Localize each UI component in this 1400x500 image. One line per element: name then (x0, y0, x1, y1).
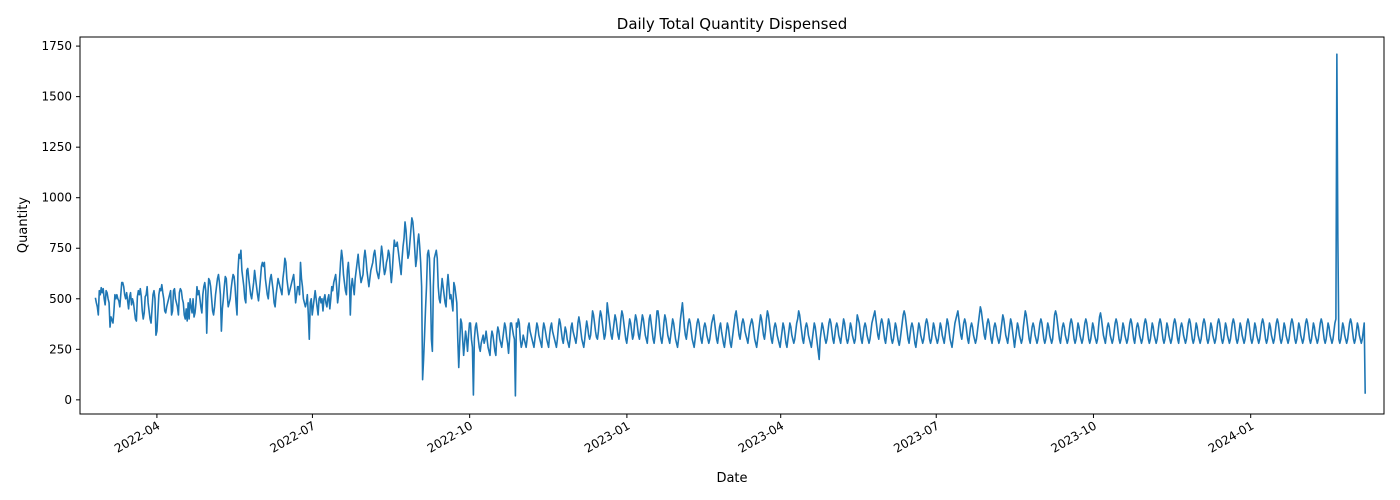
x-tick-label: 2023-07 (891, 418, 941, 455)
x-tick-label: 2022-07 (268, 418, 318, 455)
y-axis: 0 250 500 750 1000 1250 1500 1750 (41, 39, 80, 407)
x-axis: 2022-04 2022-07 2022-10 2023-01 2023-04 2023-… (112, 414, 1256, 456)
y-axis-label: Quantity (16, 197, 31, 253)
x-tick-label: 2023-04 (736, 418, 786, 455)
x-tick-label: 2023-01 (582, 418, 632, 455)
plot-frame (79, 36, 1385, 415)
x-tick-label: 2023-10 (1049, 418, 1099, 455)
y-tick-label: 1500 (41, 90, 72, 104)
x-tick-label: 2024-01 (1206, 418, 1256, 455)
x-axis-label: Date (716, 471, 747, 486)
y-tick-label: 250 (49, 342, 72, 356)
y-tick-label: 1250 (41, 140, 72, 154)
x-tick-label: 2022-04 (112, 418, 162, 455)
y-tick-label: 500 (49, 292, 72, 306)
y-tick-label: 750 (49, 241, 72, 255)
chart-title: Daily Total Quantity Dispensed (617, 15, 847, 33)
y-tick-label: 1750 (41, 39, 72, 53)
y-tick-label: 1000 (41, 191, 72, 205)
y-tick-label: 0 (64, 393, 72, 407)
series-line (94, 53, 1366, 397)
x-tick-label: 2022-10 (425, 418, 475, 455)
